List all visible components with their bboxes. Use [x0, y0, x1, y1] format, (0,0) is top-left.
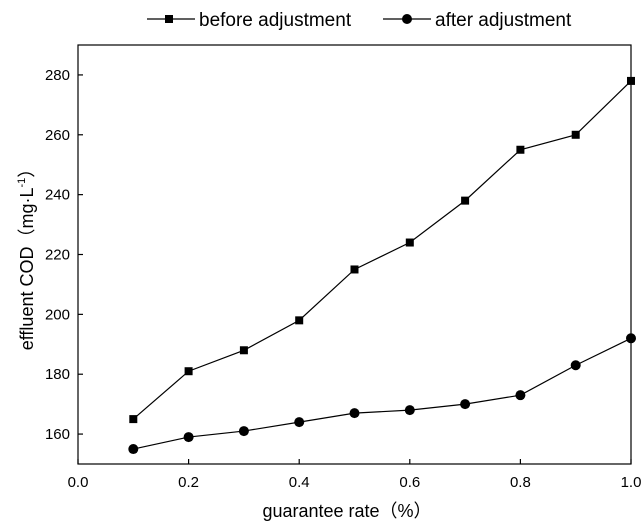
plot-area — [77, 44, 632, 465]
y-axis-title-superscript: -1 — [16, 178, 28, 188]
x-tick-label: 1.0 — [621, 474, 642, 491]
y-tick-label: 260 — [45, 127, 70, 144]
y-tick-label: 220 — [45, 247, 70, 264]
data-point — [129, 415, 138, 424]
legend-marker-before-adjustment — [165, 15, 173, 23]
data-point — [350, 265, 359, 274]
data-point — [515, 390, 526, 401]
data-point — [238, 426, 249, 437]
data-point — [570, 360, 581, 371]
y-axis-title-close: ） — [17, 160, 37, 178]
x-tick-label: 0.6 — [399, 474, 420, 491]
data-point — [405, 238, 414, 247]
y-axis: 160 180 200 220 240 260 280 — [45, 67, 83, 443]
series-after-adjustment — [128, 333, 636, 455]
data-point — [516, 145, 525, 154]
data-point — [571, 130, 580, 139]
y-tick-label: 280 — [45, 67, 70, 84]
x-axis-title: guarantee rate（%） — [262, 501, 431, 521]
data-point — [183, 432, 194, 443]
series-before-adjustment — [129, 76, 635, 424]
data-point — [349, 408, 360, 419]
data-point — [294, 417, 305, 428]
x-tick-label: 0.8 — [510, 474, 531, 491]
data-point — [128, 444, 139, 455]
series-line-after-adjustment — [133, 337, 632, 450]
y-axis-title-main: effluent COD（mg·L — [17, 188, 37, 351]
x-tick-label: 0.4 — [289, 474, 310, 491]
data-point — [295, 316, 304, 325]
x-tick-label: 0.0 — [68, 474, 89, 491]
series-layer — [128, 76, 636, 455]
legend: before adjustment after adjustment — [147, 10, 572, 31]
y-axis-title: effluent COD（mg·L-1） — [16, 160, 37, 351]
data-point — [184, 367, 193, 376]
legend-label-after-adjustment: after adjustment — [435, 10, 572, 31]
y-tick-label: 200 — [45, 306, 70, 323]
data-point — [627, 76, 635, 85]
data-point — [626, 333, 636, 344]
data-point — [239, 346, 248, 355]
series-line-before-adjustment — [132, 80, 632, 420]
legend-label-before-adjustment: before adjustment — [199, 10, 352, 31]
data-point — [404, 405, 415, 416]
y-tick-label: 160 — [45, 426, 70, 443]
data-point — [461, 196, 470, 205]
x-axis: 0.0 0.2 0.4 0.6 0.8 1.0 — [68, 459, 642, 491]
x-tick-label: 0.2 — [178, 474, 199, 491]
legend-marker-after-adjustment — [402, 14, 412, 24]
data-point — [460, 399, 471, 410]
y-tick-label: 180 — [45, 366, 70, 383]
y-tick-label: 240 — [45, 187, 70, 204]
